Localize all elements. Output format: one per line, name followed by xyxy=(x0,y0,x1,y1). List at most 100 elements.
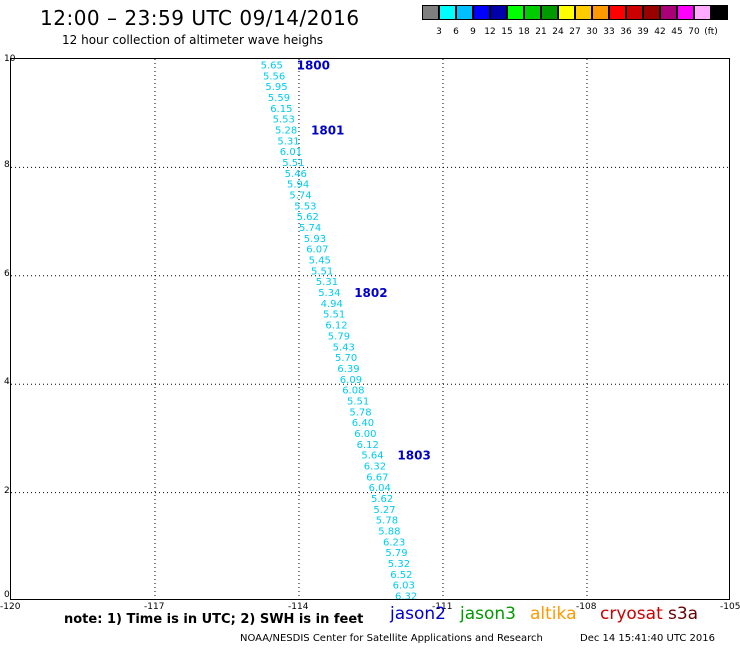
legend-swatch xyxy=(609,5,626,20)
wave-height-value: 6.00 xyxy=(354,429,376,440)
x-tick-label: -105 xyxy=(720,602,740,612)
legend-tick-label: 3 xyxy=(436,27,442,37)
wave-height-value: 5.53 xyxy=(273,115,295,126)
track-map: 5.655.565.955.596.155.535.285.316.015.51… xyxy=(11,59,729,599)
legend-swatch xyxy=(490,5,507,20)
legend-swatch xyxy=(422,5,439,20)
map-title: 12:00 – 23:59 UTC 09/14/2016 xyxy=(40,6,360,30)
time-label: 1802 xyxy=(354,286,387,300)
legend-swatch xyxy=(643,5,660,20)
units-note: note: 1) Time is in UTC; 2) SWH is in fe… xyxy=(64,612,364,627)
wave-height-value: 5.65 xyxy=(261,60,283,71)
wave-height-value: 6.08 xyxy=(342,386,364,397)
wave-height-value: 5.51 xyxy=(282,158,304,169)
wave-height-value: 5.79 xyxy=(385,548,407,559)
wave-height-value: 5.53 xyxy=(294,201,316,212)
wave-height-value: 5.74 xyxy=(299,223,321,234)
y-tick-label: 10 xyxy=(4,54,16,64)
wave-height-value: 5.78 xyxy=(349,407,371,418)
wave-height-value: 5.51 xyxy=(323,310,345,321)
wave-height-value: 5.62 xyxy=(297,212,319,223)
legend-tick-label: 18 xyxy=(518,27,530,37)
x-tick-label: -111 xyxy=(432,602,453,612)
legend-tick-label: (ft) xyxy=(704,27,718,37)
wave-height-value: 6.52 xyxy=(390,570,412,581)
legend-tick-label: 42 xyxy=(654,27,666,37)
x-tick-label: -114 xyxy=(288,602,309,612)
wave-height-value: 5.34 xyxy=(318,288,340,299)
legend-swatch xyxy=(575,5,592,20)
legend-tick-label: 21 xyxy=(535,27,547,37)
legend-tick-label: 9 xyxy=(470,27,476,37)
legend-tick-label: 12 xyxy=(484,27,496,37)
map-subtitle: 12 hour collection of altimeter wave hei… xyxy=(62,33,324,47)
wave-height-value: 5.74 xyxy=(289,191,311,202)
wave-height-value: 5.94 xyxy=(287,180,309,191)
wave-height-value: 5.51 xyxy=(347,396,369,407)
y-tick-label: 4 xyxy=(4,377,10,388)
wave-height-value: 5.28 xyxy=(275,125,297,136)
wave-height-value: 5.95 xyxy=(265,82,287,93)
wave-height-value: 5.78 xyxy=(376,516,398,527)
wave-height-value: 5.51 xyxy=(311,266,333,277)
legend-tick-label: 70 xyxy=(688,27,700,37)
wave-height-value: 5.88 xyxy=(378,527,400,538)
wave-height-value: 5.45 xyxy=(309,256,331,267)
legend-swatch xyxy=(711,5,728,20)
wave-height-value: 5.64 xyxy=(361,451,383,462)
wave-height-value: 5.31 xyxy=(277,136,299,147)
y-tick-label: 6 xyxy=(4,268,10,279)
legend-tick-label: 15 xyxy=(501,27,513,37)
credit-text: NOAA/NESDIS Center for Satellite Applica… xyxy=(240,633,543,644)
satellite-legend-entry: jason2 xyxy=(390,604,446,624)
legend-swatch xyxy=(473,5,490,20)
legend-swatch xyxy=(694,5,711,20)
y-tick-label: 2 xyxy=(4,485,10,496)
legend-tick-label: 24 xyxy=(552,27,564,37)
x-tick-label: -117 xyxy=(144,602,165,612)
wave-height-value: 5.27 xyxy=(373,505,395,516)
wave-height-value: 6.15 xyxy=(270,104,292,115)
legend-swatch xyxy=(541,5,558,20)
time-label: 1801 xyxy=(311,123,344,137)
wave-height-value: 5.32 xyxy=(388,559,410,570)
satellite-legend-entry: s3a xyxy=(668,604,699,624)
generated-timestamp: Dec 14 15:41:40 UTC 2016 xyxy=(580,633,715,644)
legend-swatch xyxy=(524,5,541,20)
legend-swatch xyxy=(507,5,524,20)
legend-tick-label: 36 xyxy=(620,27,632,37)
wave-height-value: 5.31 xyxy=(316,277,338,288)
legend-swatch xyxy=(592,5,609,20)
legend-tick-label: 30 xyxy=(586,27,598,37)
legend-swatch xyxy=(677,5,694,20)
wave-height-value: 5.93 xyxy=(304,234,326,245)
legend-swatch xyxy=(626,5,643,20)
legend-swatch xyxy=(456,5,473,20)
y-tick-label: 0 xyxy=(4,590,10,600)
wave-height-value: 5.46 xyxy=(285,169,307,180)
wave-height-value: 6.03 xyxy=(393,581,415,592)
legend-tick-label: 27 xyxy=(569,27,581,37)
legend-tick-label: 45 xyxy=(671,27,683,37)
wave-height-value: 5.43 xyxy=(333,342,355,353)
legend-swatch xyxy=(660,5,677,20)
legend-swatch xyxy=(558,5,575,20)
wave-height-value: 6.32 xyxy=(395,592,417,599)
wave-height-value: 6.40 xyxy=(352,418,374,429)
x-tick-label: -120 xyxy=(0,602,21,612)
map-plot-area: 5.65 5.56 5.95 5.59 6.15 5.53 5.28 5.31 6.01 5.51… xyxy=(10,58,730,600)
wave-height-value: 4.94 xyxy=(321,299,343,310)
legend-tick-label: 6 xyxy=(453,27,459,37)
wave-height-value: 5.70 xyxy=(335,353,357,364)
time-label: 1803 xyxy=(397,449,430,463)
wave-height-value: 6.04 xyxy=(369,483,391,494)
legend-tick-label: 39 xyxy=(637,27,649,37)
wave-height-value: 5.59 xyxy=(268,93,290,104)
wave-height-value: 6.67 xyxy=(366,472,388,483)
wave-height-value: 6.23 xyxy=(383,537,405,548)
wave-height-value: 5.56 xyxy=(263,71,285,82)
satellite-legend-entry: cryosat xyxy=(600,604,663,624)
satellite-legend-entry: jason3 xyxy=(460,604,516,624)
legend-swatch xyxy=(439,5,456,20)
wave-height-value: 5.62 xyxy=(371,494,393,505)
